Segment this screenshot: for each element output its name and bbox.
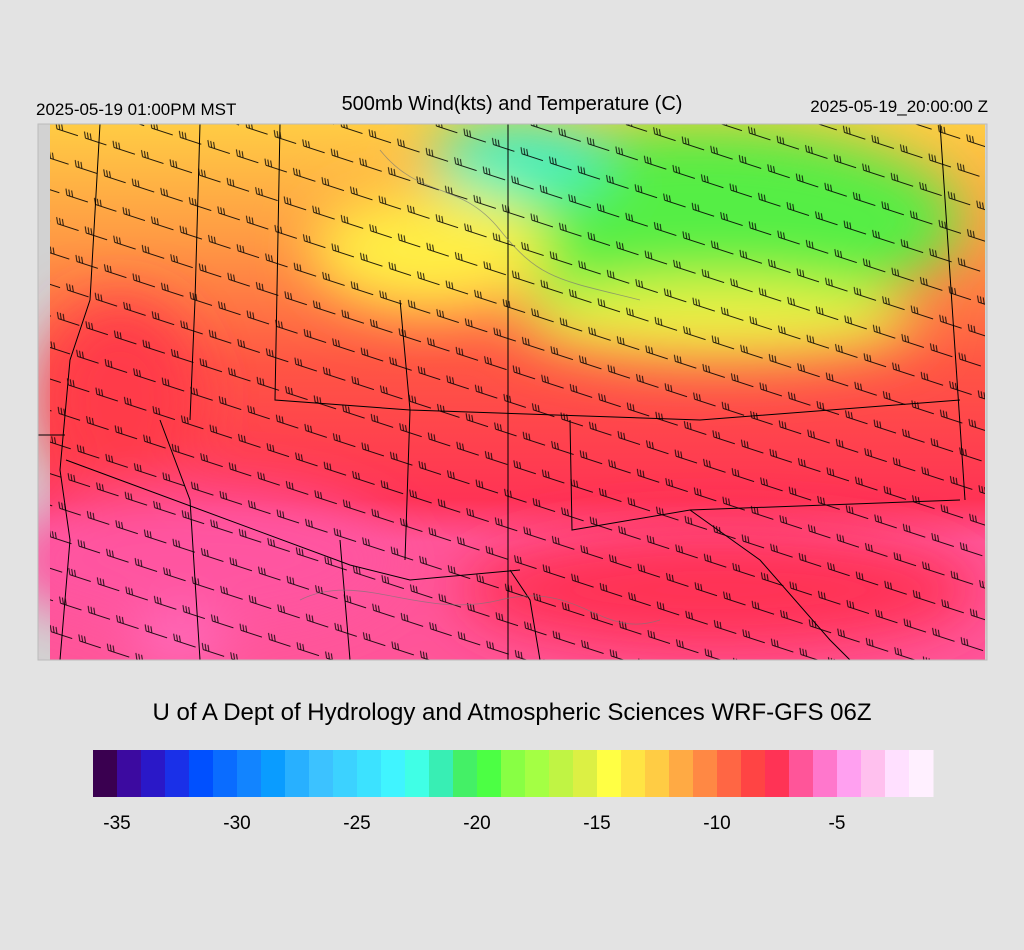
color-box — [261, 750, 286, 797]
colorbar-tick-label: -35 — [103, 813, 130, 834]
map — [38, 124, 987, 660]
color-box — [645, 750, 670, 797]
color-box — [693, 750, 718, 797]
color-box — [669, 750, 694, 797]
color-box — [789, 750, 814, 797]
colorbar-tick-label: -20 — [463, 813, 490, 834]
color-box — [117, 750, 142, 797]
colorbar-tick-label: -30 — [223, 813, 250, 834]
color-box — [813, 750, 838, 797]
color-box — [765, 750, 790, 797]
map-title: 500mb Wind(kts) and Temperature (C) — [342, 93, 683, 115]
color-box — [501, 750, 526, 797]
color-box — [309, 750, 334, 797]
wind-barbs — [50, 124, 985, 660]
color-box — [909, 750, 934, 797]
color-box — [717, 750, 742, 797]
color-box — [429, 750, 454, 797]
color-box — [141, 750, 166, 797]
color-box — [93, 750, 118, 797]
color-box — [549, 750, 574, 797]
color-box — [741, 750, 766, 797]
color-box — [333, 750, 358, 797]
color-box — [237, 750, 262, 797]
colorbar-tick-label: -15 — [583, 813, 610, 834]
colorbar-tick-label: -10 — [703, 813, 730, 834]
color-box — [885, 750, 910, 797]
color-box — [597, 750, 622, 797]
map-frame — [37, 123, 988, 661]
color-box — [285, 750, 310, 797]
color-box — [405, 750, 430, 797]
colorbar-tick-label: -5 — [829, 813, 846, 834]
color-box — [213, 750, 238, 797]
color-box — [621, 750, 646, 797]
color-box — [453, 750, 478, 797]
footer: U of A Dept of Hydrology and Atmospheric… — [153, 699, 872, 726]
color-box — [837, 750, 862, 797]
color-box — [525, 750, 550, 797]
state-borders — [38, 124, 966, 660]
colorbar-tick-label: -25 — [343, 813, 370, 834]
color-box — [357, 750, 382, 797]
colorbar: -35 -30 -25 -20 -15 -10 -5 — [93, 750, 934, 834]
valid-time-utc: 2025-05-19_20:00:00 Z — [810, 97, 988, 116]
color-box — [189, 750, 214, 797]
terrain-contours — [299, 149, 661, 625]
color-box — [477, 750, 502, 797]
color-box — [573, 750, 598, 797]
color-box — [381, 750, 406, 797]
valid-time-local: 2025-05-19 01:00PM MST — [36, 100, 236, 119]
color-box — [165, 750, 190, 797]
color-box — [861, 750, 886, 797]
